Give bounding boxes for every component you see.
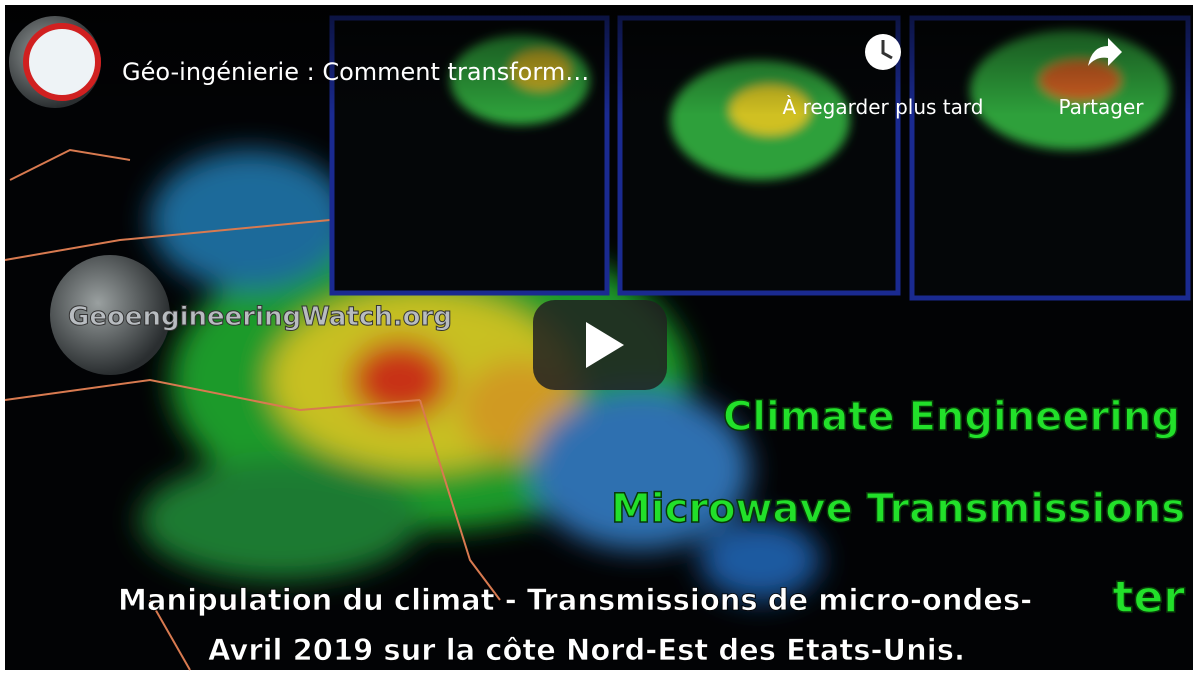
share-button[interactable]: Partager (1059, 38, 1145, 119)
share-label: Partager (1059, 95, 1145, 119)
watch-later-label: À regarder plus tard (783, 95, 984, 119)
headline-line: Climate Engineering (723, 394, 1180, 440)
watermark: GeoengineeringWatch.org (68, 302, 452, 332)
radar-background (140, 150, 820, 600)
globe-image (50, 255, 170, 375)
play-button[interactable] (533, 300, 667, 390)
caption-line: Manipulation du climat - Transmissions d… (118, 583, 1032, 617)
headline-line: Microwave Transmissions (611, 486, 1185, 532)
headline-fragment: ter (1112, 572, 1185, 623)
channel-logo (23, 23, 101, 101)
watch-later-button[interactable]: À regarder plus tard (783, 34, 984, 119)
top-gradient (5, 5, 1193, 115)
video-title[interactable]: Géo-ingénierie : Comment transform… (122, 58, 589, 86)
map-borders (4, 148, 501, 671)
caption-line: Avril 2019 sur la côte Nord-Est des Etat… (208, 633, 965, 667)
